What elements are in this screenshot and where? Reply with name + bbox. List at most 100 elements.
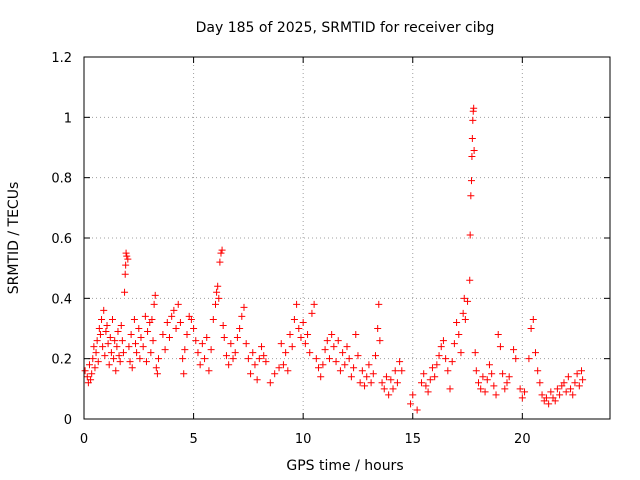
data-point bbox=[336, 367, 344, 375]
data-point bbox=[409, 391, 417, 399]
data-point bbox=[253, 376, 261, 384]
data-point bbox=[271, 370, 279, 378]
data-point bbox=[99, 343, 107, 351]
data-point bbox=[136, 355, 144, 363]
data-point bbox=[244, 355, 252, 363]
data-point bbox=[183, 331, 191, 339]
data-point bbox=[227, 340, 235, 348]
chart-title: Day 185 of 2025, SRMTID for receiver cib… bbox=[196, 20, 495, 36]
data-point bbox=[492, 391, 500, 399]
data-point bbox=[527, 325, 535, 332]
data-point bbox=[89, 355, 97, 363]
data-point bbox=[119, 349, 127, 357]
y-tick-label: 0.6 bbox=[51, 232, 72, 247]
data-point bbox=[213, 288, 221, 296]
data-point bbox=[551, 397, 559, 405]
data-point bbox=[176, 318, 184, 326]
data-point bbox=[562, 388, 570, 396]
data-point bbox=[174, 300, 182, 308]
data-point bbox=[88, 370, 96, 378]
data-point bbox=[277, 340, 285, 348]
data-point bbox=[354, 352, 362, 360]
data-point bbox=[512, 355, 520, 363]
data-point bbox=[249, 349, 257, 357]
data-point bbox=[124, 255, 132, 263]
data-point bbox=[225, 361, 233, 369]
data-point bbox=[93, 337, 101, 345]
data-point bbox=[442, 355, 450, 363]
x-axis: 0 5 10 15 20 bbox=[80, 57, 531, 447]
y-tick-label: 0.2 bbox=[51, 353, 72, 368]
data-point bbox=[121, 270, 129, 278]
data-point bbox=[398, 367, 406, 375]
data-point bbox=[374, 325, 382, 332]
data-point bbox=[163, 318, 171, 326]
data-point bbox=[215, 294, 223, 302]
data-point bbox=[297, 334, 305, 342]
data-point bbox=[123, 252, 131, 260]
data-point bbox=[521, 388, 529, 396]
data-point bbox=[180, 370, 188, 378]
data-point bbox=[433, 361, 441, 369]
data-point bbox=[100, 306, 108, 314]
data-point bbox=[579, 376, 587, 384]
data-point bbox=[339, 349, 347, 357]
data-point bbox=[198, 340, 206, 348]
data-point bbox=[266, 379, 274, 387]
data-point bbox=[567, 385, 575, 393]
data-point bbox=[118, 337, 126, 345]
data-point bbox=[367, 379, 375, 387]
data-point bbox=[142, 358, 150, 366]
data-point bbox=[222, 352, 230, 360]
data-point bbox=[130, 315, 138, 323]
data-point bbox=[310, 300, 318, 308]
data-point bbox=[387, 376, 395, 384]
data-point bbox=[578, 367, 586, 375]
data-point bbox=[393, 379, 401, 387]
data-point bbox=[240, 303, 248, 311]
data-point bbox=[444, 367, 452, 375]
data-point bbox=[573, 370, 581, 378]
data-point bbox=[299, 318, 307, 326]
data-point bbox=[361, 382, 369, 390]
data-point bbox=[501, 385, 509, 393]
data-point bbox=[125, 343, 133, 351]
data-point bbox=[352, 331, 360, 339]
data-point bbox=[233, 334, 241, 342]
data-point bbox=[453, 318, 461, 326]
data-point bbox=[159, 331, 167, 339]
data-point bbox=[330, 343, 338, 351]
data-point bbox=[117, 321, 125, 329]
data-point bbox=[332, 358, 340, 366]
data-point bbox=[503, 379, 511, 387]
data-point bbox=[106, 334, 114, 342]
data-point bbox=[87, 376, 95, 384]
data-point bbox=[282, 349, 290, 357]
data-point bbox=[459, 309, 467, 317]
data-point bbox=[192, 337, 200, 345]
data-point bbox=[531, 349, 539, 357]
data-point bbox=[538, 391, 546, 399]
data-point bbox=[105, 361, 113, 369]
data-point bbox=[194, 349, 202, 357]
data-point bbox=[104, 340, 112, 348]
grid-lines bbox=[84, 57, 610, 419]
data-point bbox=[201, 355, 209, 363]
data-point bbox=[216, 258, 224, 266]
data-point bbox=[475, 379, 482, 387]
data-point bbox=[439, 337, 447, 345]
data-point bbox=[132, 340, 140, 348]
data-point bbox=[496, 343, 504, 351]
data-point bbox=[424, 388, 432, 396]
data-point bbox=[236, 325, 244, 332]
data-point bbox=[312, 355, 320, 363]
y-tick-label: 0 bbox=[64, 413, 72, 428]
data-point bbox=[121, 288, 129, 296]
data-point bbox=[505, 373, 513, 381]
data-point bbox=[255, 355, 263, 363]
data-point bbox=[308, 309, 316, 317]
data-point bbox=[466, 276, 474, 284]
data-point bbox=[371, 352, 379, 360]
data-point bbox=[92, 349, 100, 357]
data-point bbox=[141, 312, 149, 320]
